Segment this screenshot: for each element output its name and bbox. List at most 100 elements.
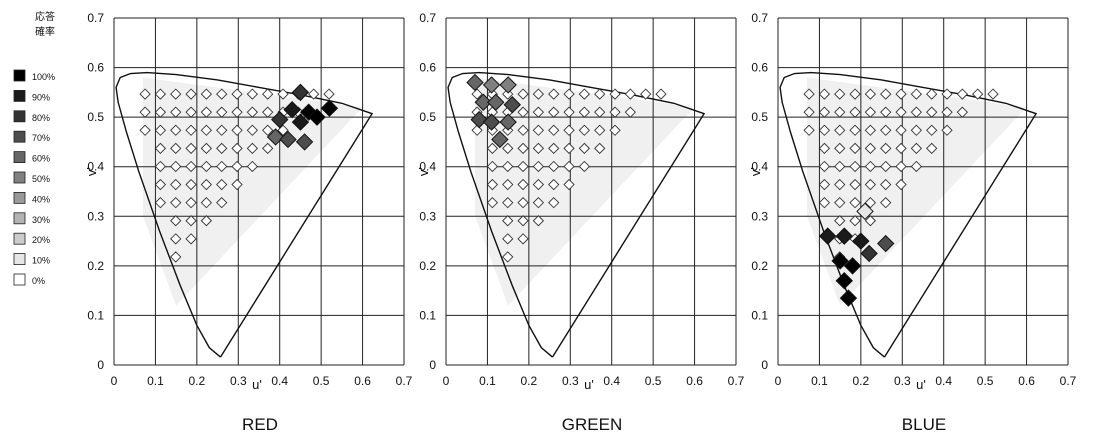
caption-green: GREEN: [561, 415, 623, 434]
response-point: [578, 124, 591, 136]
response-point: [216, 106, 228, 118]
x-tick-label: 0.4: [935, 374, 952, 388]
response-point: [246, 142, 259, 155]
response-point: [895, 106, 907, 118]
response-point: [231, 178, 243, 191]
response-point: [154, 178, 167, 191]
x-tick-label: 0.6: [354, 374, 371, 388]
x-tick-label: 0.3: [230, 374, 247, 388]
response-point: [864, 160, 877, 173]
response-point-high: [491, 130, 509, 149]
response-point: [563, 88, 575, 100]
response-point: [818, 88, 831, 100]
response-point: [624, 88, 636, 100]
panel-red: 0 0.1 0.2 0.3 0.4 0.5 0.6 0.7 0 0.1 0.2 0.3 0.4 0.5 0.…: [84, 11, 413, 392]
response-point: [548, 106, 560, 118]
response-point: [609, 106, 621, 118]
y-tick-label: 0.3: [419, 209, 436, 223]
x-tick-label: 0.6: [686, 374, 703, 388]
response-point: [864, 178, 877, 191]
response-point: [910, 106, 923, 118]
response-point: [185, 142, 197, 155]
response-point: [578, 88, 591, 100]
x-tick-label: 0.3: [562, 374, 579, 388]
x-tick-label: 0.5: [977, 374, 994, 388]
y-tick-label: 0.2: [419, 259, 436, 273]
response-point: [200, 215, 213, 227]
x-tick-label: 0: [443, 374, 450, 388]
legend-swatch: [13, 191, 26, 204]
response-point-high: [266, 128, 285, 146]
response-point-high: [279, 130, 297, 149]
response-point: [864, 215, 877, 227]
response-point: [818, 124, 831, 136]
x-axis-label: u': [584, 377, 594, 392]
y-tick-label: 0: [97, 358, 104, 372]
y-tick-label: 0.7: [751, 11, 768, 25]
response-point: [231, 106, 243, 118]
response-point: [277, 88, 289, 100]
legend-swatch: [13, 232, 26, 245]
response-point: [185, 124, 197, 136]
response-point-high: [470, 110, 488, 129]
x-tick-label: 0.4: [603, 374, 620, 388]
response-point-high: [860, 244, 878, 263]
legend-swatch: [13, 253, 26, 266]
response-point: [818, 178, 831, 191]
y-tick-label: 0.7: [87, 11, 104, 25]
response-point: [864, 124, 877, 136]
response-point: [956, 88, 968, 100]
response-point: [563, 106, 575, 118]
response-point: [972, 88, 984, 100]
response-point: [200, 197, 213, 209]
response-point-high: [877, 234, 895, 253]
x-axis-label: u': [916, 377, 926, 392]
response-point: [864, 197, 877, 209]
response-point: [864, 88, 877, 100]
x-tick-label: 0.6: [1018, 374, 1035, 388]
response-point: [502, 178, 514, 191]
legend-label: 90%: [32, 92, 50, 102]
response-point: [154, 197, 167, 209]
response-point: [818, 142, 831, 155]
legend-swatch: [13, 110, 26, 123]
response-point: [170, 124, 182, 136]
response-point: [578, 142, 591, 155]
response-point: [849, 106, 861, 118]
response-point: [548, 178, 560, 191]
response-point: [486, 142, 499, 155]
response-point: [941, 106, 953, 118]
response-point: [941, 124, 953, 136]
response-point: [502, 215, 514, 227]
response-point: [594, 124, 606, 136]
response-point: [548, 142, 560, 155]
response-point: [262, 106, 274, 118]
response-point: [834, 215, 846, 227]
response-point: [517, 124, 529, 136]
response-point: [154, 142, 167, 155]
response-point: [262, 124, 274, 136]
response-point: [170, 233, 182, 245]
response-point: [895, 124, 907, 136]
x-tick-label: 0.1: [479, 374, 496, 388]
legend-label: 60%: [32, 154, 50, 164]
response-point: [246, 124, 259, 136]
response-point: [517, 178, 529, 191]
response-point: [895, 142, 907, 155]
response-point: [834, 88, 846, 100]
response-point: [864, 142, 877, 155]
legend-swatch: [13, 151, 26, 164]
response-point-high: [487, 93, 505, 111]
gamut-shading: [143, 77, 363, 306]
response-point: [849, 197, 861, 209]
legend-swatch: [13, 171, 26, 184]
response-point: [216, 88, 228, 100]
response-point-high: [831, 252, 849, 270]
response-point: [548, 88, 560, 100]
response-point: [185, 215, 197, 227]
response-point-high: [499, 76, 517, 94]
response-point: [818, 160, 831, 173]
response-point: [262, 142, 274, 155]
panel-green: 0 0.1 0.2 0.3 0.4 0.5 0.6 0.7 0 0.1 0.2 0.3 0.4 0.5 0.…: [416, 11, 745, 392]
x-tick-label: 0.2: [189, 374, 206, 388]
